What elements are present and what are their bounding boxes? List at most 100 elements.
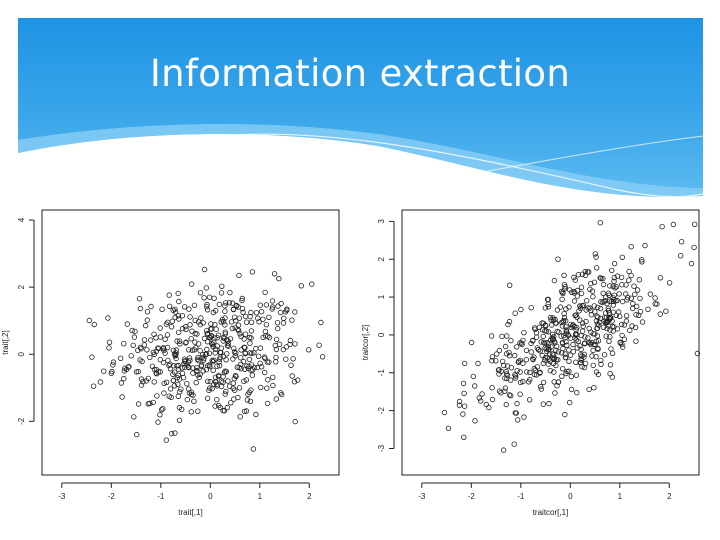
scatter-point — [229, 300, 236, 306]
scatter-point — [468, 339, 475, 346]
scatter-point — [264, 385, 270, 391]
scatter-point — [166, 292, 172, 298]
scatter-point — [525, 379, 532, 385]
scatter-point — [175, 366, 182, 372]
scatter-point — [233, 373, 239, 380]
scatter-point — [571, 274, 577, 281]
scatter-point — [626, 268, 632, 275]
scatter-point — [600, 275, 606, 282]
x-tick-label: 0 — [208, 492, 213, 501]
scatter-point — [271, 271, 278, 277]
scatter-point — [559, 366, 566, 372]
scatter-point — [460, 380, 467, 387]
plot-frame — [401, 209, 700, 476]
scatter-point — [214, 363, 220, 369]
y-tick-label: 2 — [377, 256, 386, 261]
scatter-point — [579, 353, 585, 359]
y-tick-label: -2 — [17, 417, 26, 425]
scatter-point — [607, 362, 614, 368]
scatter-point — [225, 343, 231, 349]
scatter-point — [263, 302, 270, 308]
scatter-point — [197, 347, 203, 354]
scatter-point — [496, 388, 503, 394]
scatter-point — [611, 274, 617, 281]
scatter-point — [538, 386, 544, 392]
scatter-point — [247, 398, 254, 404]
scatter-point — [263, 321, 270, 328]
scatter-point — [562, 334, 568, 341]
scatter-point — [600, 324, 607, 330]
scatter-point — [607, 327, 613, 333]
scatter-point — [551, 369, 557, 375]
scatter-point — [540, 320, 547, 326]
scatter-point — [179, 312, 185, 319]
scatter-point — [456, 402, 463, 408]
scatter-point — [269, 298, 276, 304]
header-wave-line-2 — [437, 135, 703, 181]
scatter-point — [188, 335, 194, 342]
scatter-point — [620, 298, 626, 305]
scatter-point — [218, 378, 225, 384]
scatter-point — [163, 379, 170, 385]
scatter-point — [160, 359, 167, 366]
scatter-point — [559, 340, 566, 346]
scatter-points — [86, 266, 326, 452]
scatter-point — [504, 375, 510, 382]
scatter-point — [541, 339, 547, 346]
scatter-point — [188, 281, 195, 287]
scatter-point — [533, 334, 540, 340]
scatter-point — [601, 318, 607, 324]
scatter-point — [173, 355, 179, 362]
scatter-point — [569, 289, 575, 295]
scatter-point — [573, 359, 579, 365]
scatter-point — [225, 378, 231, 384]
scatter-point — [159, 405, 166, 412]
scatter-point — [475, 360, 481, 367]
scatter-point — [546, 400, 552, 407]
scatter-point — [633, 311, 639, 318]
scatter-point — [264, 359, 271, 365]
scatter-point — [167, 386, 174, 392]
scatter-point — [204, 346, 210, 353]
scatter-point — [632, 324, 639, 331]
scatter-point — [506, 392, 513, 398]
scatter-point — [514, 417, 521, 423]
scatter-point — [204, 307, 211, 313]
scatter-point — [275, 303, 281, 309]
scatter-point — [613, 312, 619, 319]
scatter-point — [151, 331, 157, 337]
scatter-point — [203, 351, 209, 358]
scatter-point — [106, 339, 113, 345]
scatter-point — [119, 394, 125, 400]
scatter-point — [594, 325, 601, 331]
scatter-point — [165, 357, 171, 364]
scatter-point — [574, 345, 580, 351]
scatter-point — [260, 316, 266, 322]
scatter-point — [591, 384, 597, 391]
scatter-point — [206, 387, 212, 394]
scatter-point — [207, 363, 213, 370]
scatter-point — [476, 395, 482, 401]
scatter-point — [288, 362, 294, 368]
scatter-point — [187, 314, 193, 320]
scatter-point — [182, 358, 188, 364]
scatter-point — [678, 253, 684, 259]
scatter-point — [559, 296, 565, 302]
scatter-point — [248, 319, 255, 325]
scatter-point — [488, 333, 495, 339]
scatter-point — [562, 411, 568, 418]
scatter-point — [207, 378, 213, 385]
scatter-point — [157, 334, 164, 340]
scatter-point — [547, 358, 553, 364]
scatter-point — [222, 322, 228, 328]
scatter-point — [461, 360, 468, 367]
scatter-point — [602, 310, 609, 316]
scatter-point — [183, 339, 189, 345]
scatter-right-svg: -3 -2 -1 0 1 2 traitcor[,1] -3 -2 -1 0 1 2 3 traitcor[… — [361, 209, 701, 517]
scatter-point — [529, 356, 536, 362]
scatter-point — [292, 418, 298, 425]
scatter-point — [186, 347, 192, 353]
scatter-point — [201, 295, 207, 301]
scatter-point — [262, 289, 268, 296]
scatter-point — [540, 379, 547, 386]
